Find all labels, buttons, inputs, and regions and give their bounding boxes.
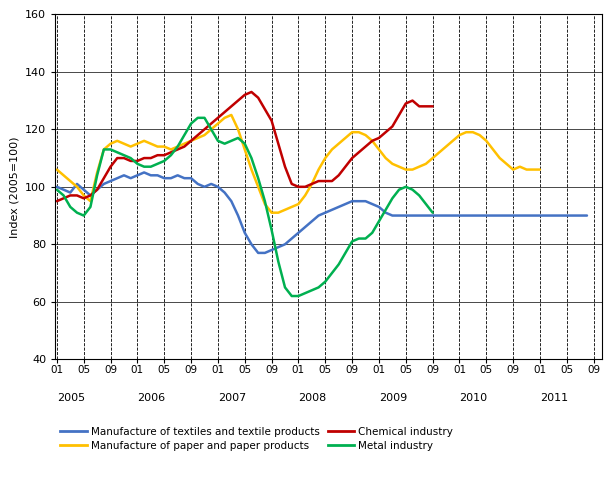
Text: 2010: 2010 xyxy=(459,393,488,402)
Text: 2008: 2008 xyxy=(298,393,327,402)
Legend: Manufacture of textiles and textile products, Manufacture of paper and paper pro: Manufacture of textiles and textile prod… xyxy=(60,426,453,451)
Text: 2011: 2011 xyxy=(540,393,568,402)
Text: 2005: 2005 xyxy=(57,393,85,402)
Y-axis label: Index (2005=100): Index (2005=100) xyxy=(10,136,20,238)
Text: 2006: 2006 xyxy=(138,393,166,402)
Text: 2007: 2007 xyxy=(218,393,246,402)
Text: 2009: 2009 xyxy=(379,393,407,402)
